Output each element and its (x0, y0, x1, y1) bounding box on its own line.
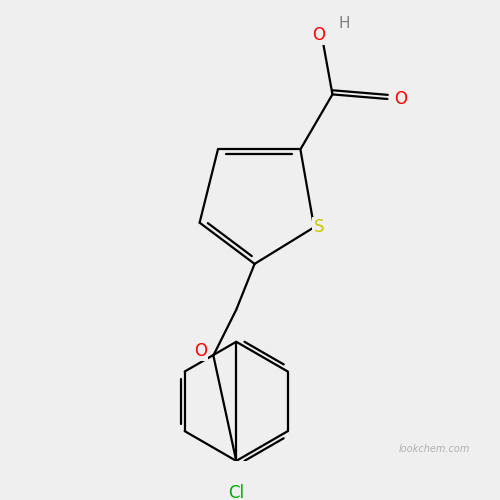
Text: Cl: Cl (228, 484, 244, 500)
Text: S: S (314, 218, 324, 236)
Text: O: O (312, 26, 325, 44)
Text: O: O (394, 90, 407, 108)
Text: lookchem.com: lookchem.com (398, 444, 470, 454)
Text: H: H (338, 16, 349, 31)
Text: O: O (194, 342, 207, 360)
